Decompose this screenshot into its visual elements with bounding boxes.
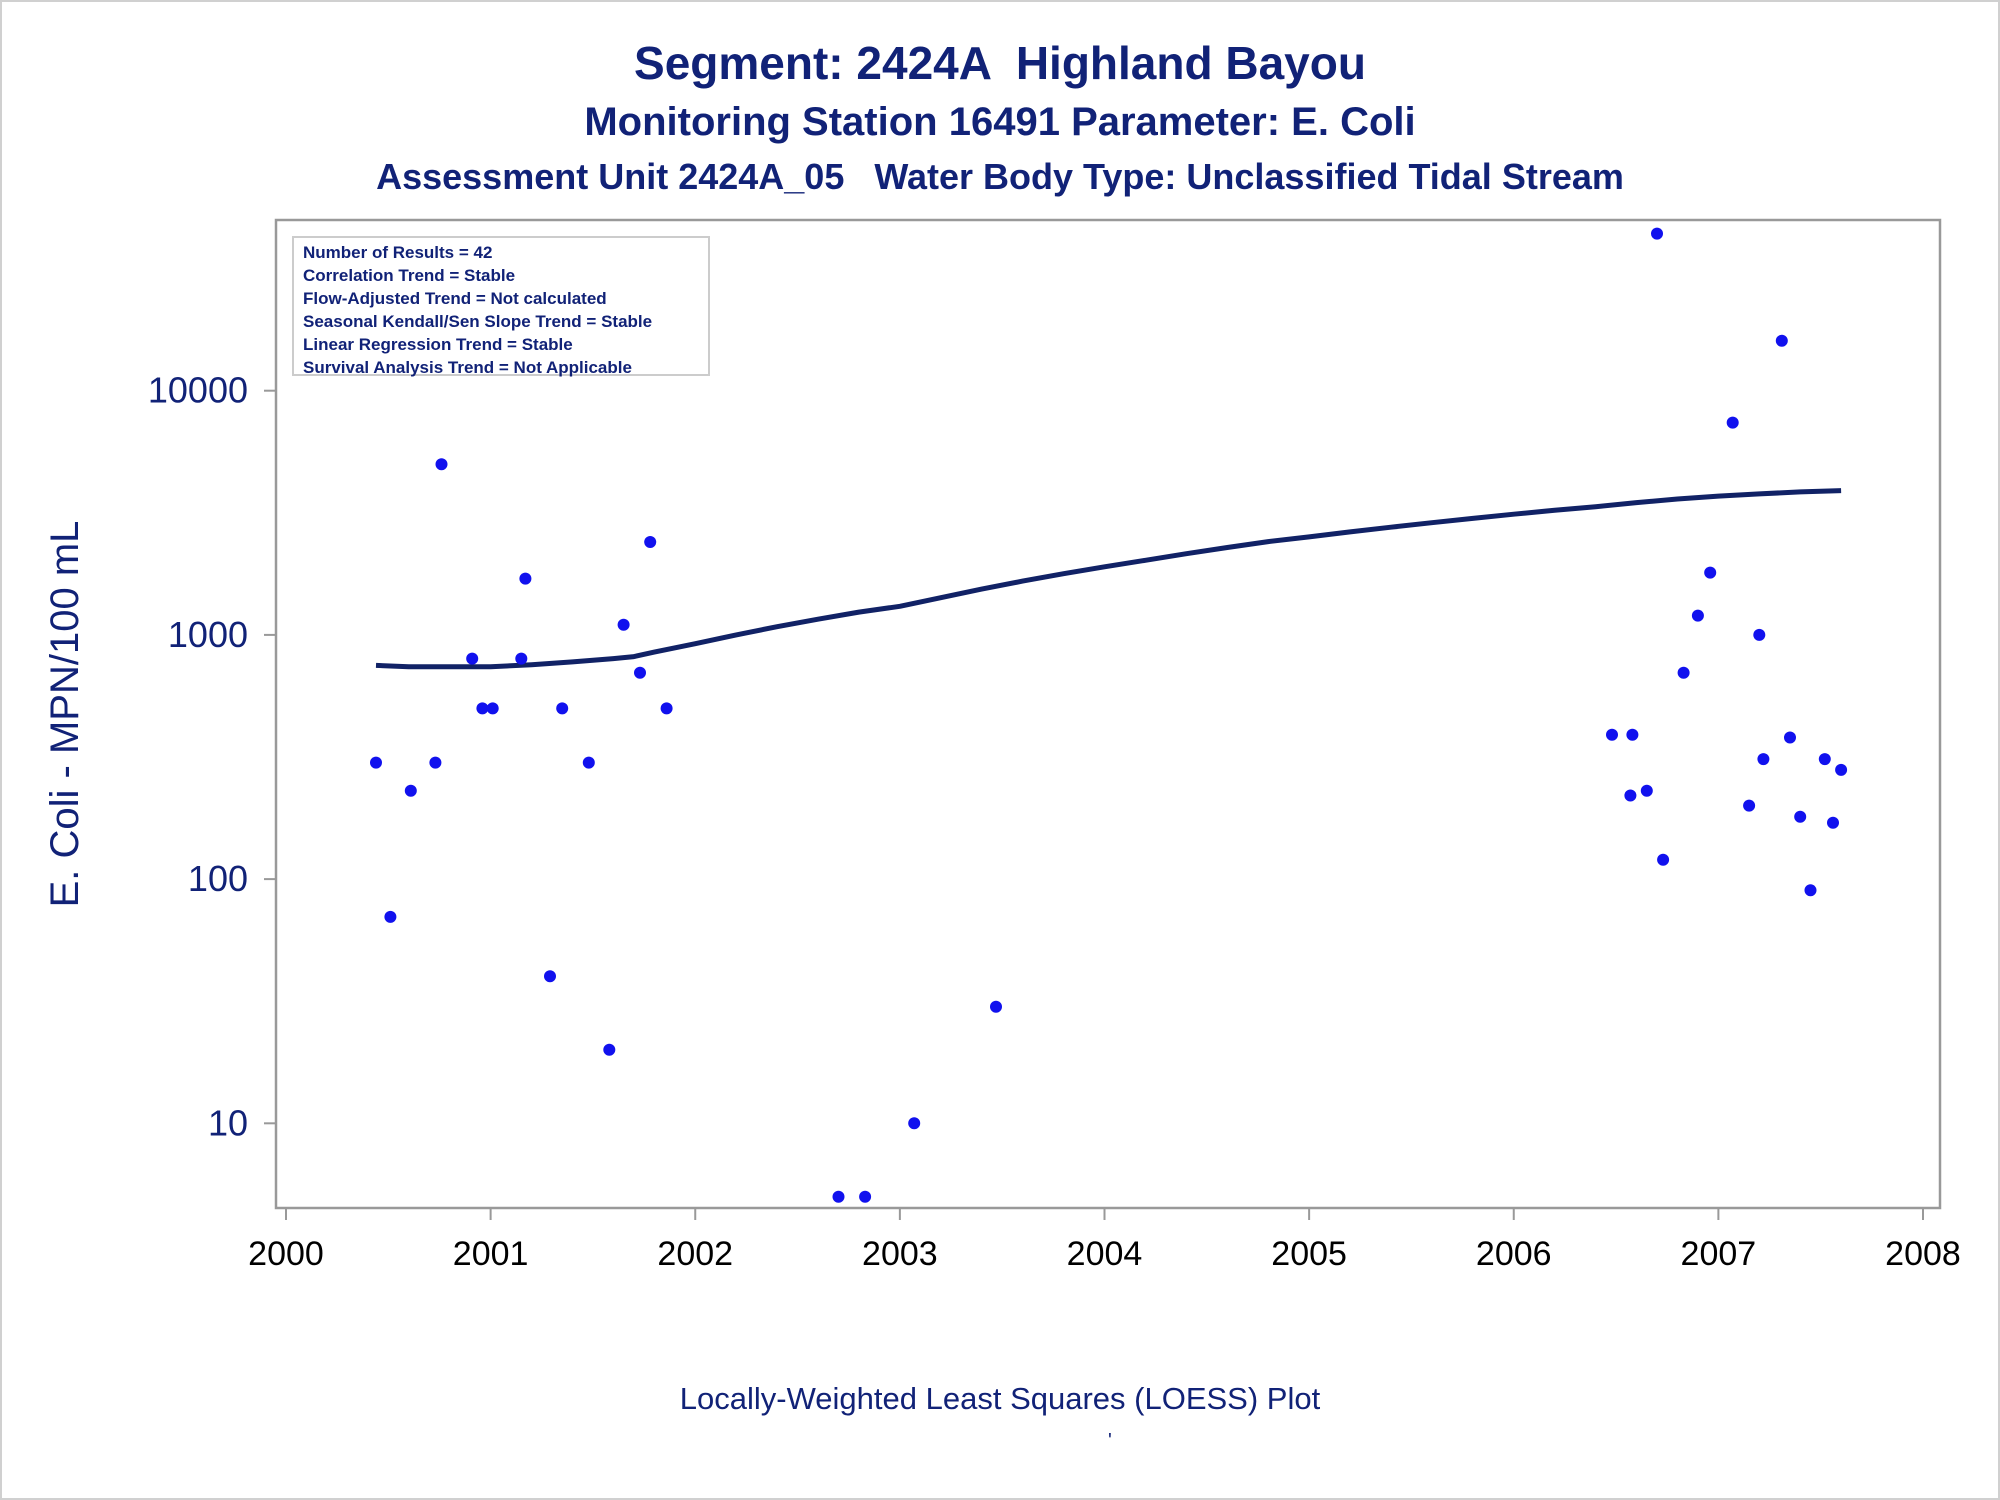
plot-area-frame: [274, 218, 1942, 1210]
data-point: [1818, 753, 1831, 766]
data-point: [1775, 334, 1788, 347]
y-tick-label: 10: [208, 1102, 248, 1143]
data-point: [1691, 609, 1704, 622]
data-point: [1677, 666, 1690, 679]
stat-linear-regression-trend: Linear Regression Trend = Stable: [303, 335, 573, 354]
x-tick-label: 2007: [1681, 1235, 1757, 1273]
data-point: [466, 652, 479, 665]
data-point: [1835, 763, 1848, 776]
data-point: [1753, 628, 1766, 641]
data-point: [384, 910, 397, 923]
data-point: [476, 702, 489, 715]
chart-subtitle-station: Monitoring Station 16491 Parameter: E. C…: [584, 100, 1416, 144]
data-point: [544, 970, 556, 983]
y-tick-label: 1000: [168, 614, 248, 655]
data-point: [1626, 728, 1639, 741]
x-tick-label: 2000: [248, 1235, 324, 1273]
data-point: [660, 702, 673, 715]
data-point: [1704, 566, 1717, 579]
data-point: [515, 652, 528, 665]
data-point: [556, 702, 569, 715]
data-point: [644, 536, 657, 548]
x-tick-label: 2001: [453, 1235, 529, 1273]
stat-survival-analysis-trend: Survival Analysis Trend = Not Applicable: [303, 358, 632, 377]
data-point: [634, 666, 646, 679]
plot-footnote: Locally-Weighted Least Squares (LOESS) P…: [679, 1381, 1321, 1416]
data-point: [435, 458, 448, 471]
x-tick-label: 2004: [1067, 1235, 1143, 1273]
data-point: [1624, 789, 1637, 802]
chart-subtitle-assessment: Assessment Unit 2424A_05 Water Body Type…: [376, 156, 1624, 197]
x-tick-label: 2008: [1885, 1235, 1961, 1273]
data-point: [370, 756, 382, 769]
data-point: [486, 702, 499, 715]
data-point: [582, 756, 595, 769]
x-tick-label: 2003: [862, 1235, 938, 1273]
data-point: [1757, 753, 1770, 766]
data-point: [519, 572, 532, 585]
stat-seasonal-kendall-trend: Seasonal Kendall/Sen Slope Trend = Stabl…: [303, 312, 653, 331]
loess-trend-line: [375, 488, 1842, 670]
y-tick-label: 100: [188, 858, 248, 899]
x-tick-label: 2002: [657, 1235, 733, 1273]
data-point: [1657, 853, 1670, 866]
data-point: [859, 1190, 872, 1203]
x-tick-label: 2006: [1476, 1235, 1552, 1273]
data-point: [1804, 884, 1817, 897]
data-point: [429, 756, 442, 769]
data-point: [908, 1117, 921, 1130]
stat-flow-adjusted-trend: Flow-Adjusted Trend = Not calculated: [303, 289, 607, 308]
data-point: [617, 618, 630, 631]
data-point: [832, 1190, 845, 1203]
data-point: [1651, 227, 1663, 240]
data-point: [1794, 810, 1807, 823]
data-point: [404, 784, 417, 797]
data-point: [1827, 816, 1839, 829]
data-point: [1784, 731, 1796, 744]
data-point: [603, 1043, 616, 1056]
data-point: [990, 1000, 1002, 1013]
footnote-mark: ': [1108, 1430, 1112, 1452]
data-point: [1743, 799, 1756, 812]
x-tick-label: 2005: [1271, 1235, 1347, 1273]
data-point: [1606, 728, 1618, 741]
stat-correlation-trend: Correlation Trend = Stable: [303, 266, 516, 285]
y-tick-label: 10000: [148, 370, 248, 411]
trend-stats-box: Number of Results = 42 Correlation Trend…: [292, 236, 710, 377]
stat-number-of-results: Number of Results = 42: [303, 243, 493, 262]
chart-title: Segment: 2424A Highland Bayou: [634, 37, 1366, 89]
y-axis-label: E. Coli - MPN/100 mL: [43, 521, 87, 908]
data-point: [1726, 416, 1739, 429]
data-point: [1640, 784, 1653, 797]
